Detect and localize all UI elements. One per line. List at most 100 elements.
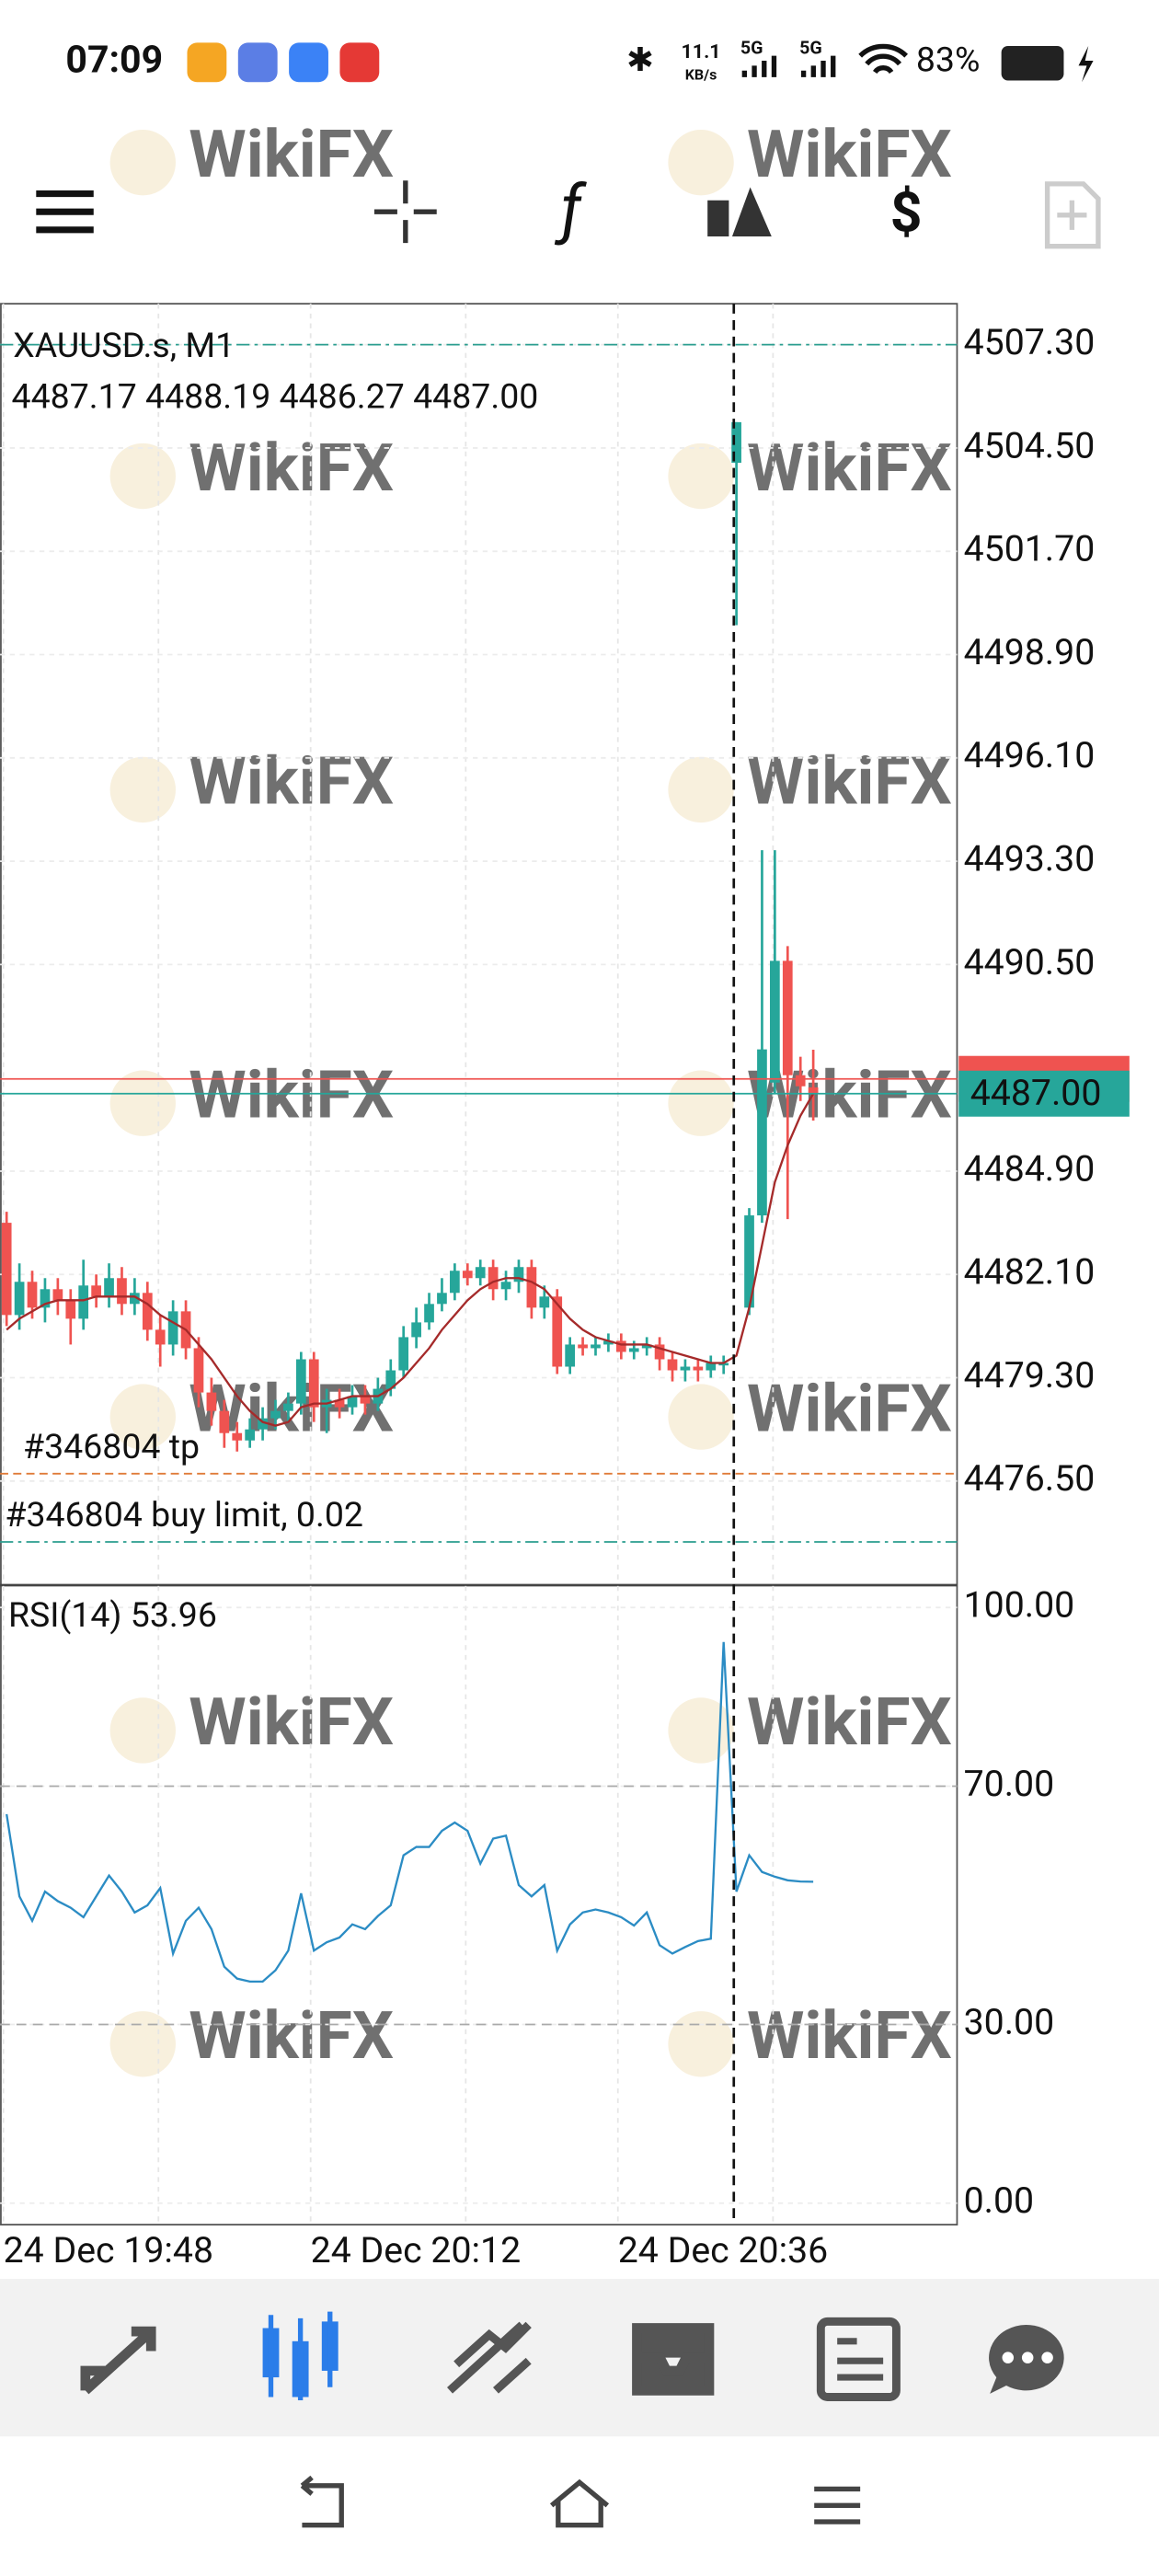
watermark: WikiFX <box>747 431 952 507</box>
bluetooth-icon: ✱ <box>626 40 654 79</box>
candle-body <box>757 1049 767 1216</box>
y-tick-label: 4498.90 <box>964 631 1096 673</box>
watermark-logo <box>668 1384 734 1450</box>
candle-body <box>475 1267 486 1279</box>
candle-body <box>167 1311 178 1345</box>
candle-body <box>539 1296 550 1308</box>
wifi-icon <box>858 43 909 75</box>
quotes-tab[interactable] <box>80 2326 156 2395</box>
candle-body <box>308 1359 319 1408</box>
bottom-nav <box>0 2278 1159 2437</box>
signal-icon <box>800 55 836 77</box>
history-tab[interactable] <box>632 2323 715 2396</box>
y-tick-label: 30.00 <box>964 2001 1055 2043</box>
candle-body <box>437 1293 447 1305</box>
watermark: WikiFX <box>189 431 394 507</box>
candle-body <box>603 1340 614 1345</box>
candle-body <box>117 1278 127 1305</box>
candle-body <box>615 1340 626 1352</box>
chart-tab[interactable] <box>262 2311 339 2401</box>
rsi-title: RSI(14) 53.96 <box>8 1595 217 1636</box>
net-unit: KB/s <box>685 65 717 83</box>
candle-body <box>591 1344 601 1349</box>
candle-body <box>130 1293 140 1305</box>
candle-body <box>40 1289 51 1308</box>
watermark-logo <box>109 2011 176 2077</box>
signal-icon <box>741 55 777 77</box>
watermark: WikiFX <box>747 744 952 821</box>
candle-body <box>462 1271 473 1279</box>
candle-body <box>104 1278 114 1297</box>
ohlc-readout: 4487.17 4488.19 4486.27 4487.00 <box>12 377 539 418</box>
battery-level: 83% <box>916 40 981 81</box>
symbol-title: XAUUSD.s, M1 <box>13 326 235 366</box>
candle-body <box>91 1285 101 1297</box>
trade-tab[interactable] <box>447 2321 532 2394</box>
x-tick-label: 24 Dec 20:36 <box>618 2229 828 2271</box>
moving-average <box>6 1093 815 1427</box>
new-order-button[interactable] <box>1044 181 1101 249</box>
candle-body <box>667 1359 678 1371</box>
watermark-logo <box>668 129 734 196</box>
crosshair-button[interactable] <box>373 180 437 244</box>
candle-body <box>360 1396 371 1404</box>
network-label: 5G <box>799 38 822 59</box>
watermark: WikiFX <box>189 1685 394 1761</box>
candle-body <box>693 1366 704 1371</box>
chart: 4507.30 4504.50 4501.70 4498.90 4496.10 4493.… <box>0 304 1130 2271</box>
app-icon <box>289 42 328 83</box>
y-tick-label: 4504.50 <box>964 424 1096 466</box>
candle-body <box>258 1418 268 1430</box>
candle-body <box>680 1366 691 1371</box>
candle-body <box>628 1348 639 1352</box>
candle-body <box>52 1289 63 1301</box>
candle-body <box>513 1267 524 1282</box>
candle-body <box>206 1392 217 1411</box>
watermark-logo <box>668 2011 734 2077</box>
candle-body <box>654 1344 665 1360</box>
watermark: WikiFX <box>747 1685 952 1761</box>
y-tick-label: 4501.70 <box>964 528 1096 570</box>
objects-button[interactable] <box>707 187 772 236</box>
candle-body <box>706 1363 717 1371</box>
app-icon <box>187 42 227 83</box>
candle-body <box>14 1282 25 1316</box>
watermark: WikiFX <box>189 117 394 193</box>
y-tick-label: 4507.30 <box>964 321 1096 363</box>
candle-body <box>578 1344 588 1349</box>
watermark: WikiFX <box>189 744 394 821</box>
home-button[interactable] <box>549 2478 610 2528</box>
candle-body <box>565 1344 576 1367</box>
y-tick-label: 0.00 <box>964 2179 1035 2222</box>
candle-body <box>142 1293 153 1330</box>
rsi-name: RSI(14) <box>8 1595 122 1636</box>
candle-body <box>488 1267 499 1290</box>
watermark-logo <box>109 129 176 196</box>
order-label: #346804 tp <box>23 1427 200 1467</box>
candle-body <box>270 1410 281 1419</box>
net-speed: 11.1 <box>682 40 721 63</box>
y-tick-label: 100.00 <box>964 1584 1075 1627</box>
x-tick-label: 24 Dec 19:48 <box>4 2229 213 2271</box>
candle-body <box>398 1337 409 1371</box>
menu-button[interactable] <box>36 190 94 234</box>
network-label: 5G <box>740 38 763 59</box>
recents-button[interactable] <box>814 2486 861 2524</box>
candle-body <box>718 1363 729 1366</box>
candle-body <box>334 1399 345 1408</box>
candle-body <box>450 1271 460 1294</box>
candle-body <box>65 1300 76 1319</box>
candle-body <box>731 421 741 463</box>
y-tick-label: 4482.10 <box>964 1251 1096 1294</box>
y-tick-label: 4490.50 <box>964 941 1096 983</box>
indicators-button[interactable]: ƒ <box>554 171 587 247</box>
y-tick-label: 4493.30 <box>964 837 1096 880</box>
candle-body <box>245 1429 256 1441</box>
candle-body <box>424 1304 434 1323</box>
back-button[interactable] <box>300 2475 344 2528</box>
news-tab[interactable] <box>816 2317 901 2401</box>
candle-body <box>641 1344 652 1349</box>
app-icon <box>237 42 278 83</box>
trade-button[interactable]: $ <box>890 180 923 246</box>
